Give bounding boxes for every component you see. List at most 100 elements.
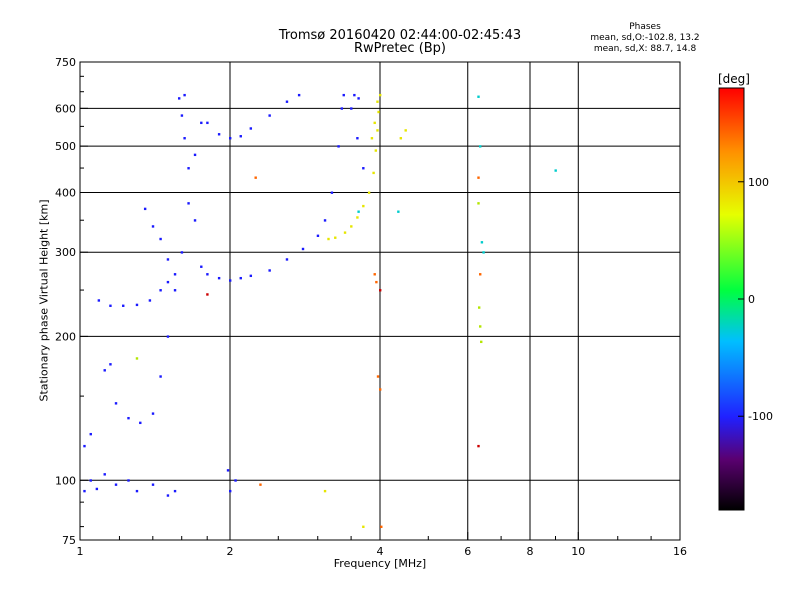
phase-stats-x: mean, sd,X: 88.7, 14.8 [593,44,697,54]
phase-header: Phases [629,22,661,32]
data-point [480,340,483,344]
data-point [477,444,480,448]
data-point [135,489,139,493]
data-point [239,135,242,138]
data-point [376,129,379,132]
data-point [397,210,400,213]
data-point [334,236,337,239]
x-tick-label: 2 [227,545,234,558]
data-point [343,231,347,234]
data-point [479,273,482,276]
data-point [268,114,271,117]
data-point [377,110,380,114]
data-point [342,93,345,97]
y-tick-label: 75 [62,534,76,547]
phase-stats-o: mean, sd,O:-102.8, 13.2 [590,33,700,43]
x-axis-label: Frequency [MHz] [333,557,427,570]
data-point [200,265,203,268]
data-point [159,375,162,378]
data-point [193,153,197,157]
data-point [268,269,271,272]
x-tick-label: 6 [464,545,471,558]
grid-lines [80,62,680,540]
data-point [259,483,262,486]
data-point [249,127,253,130]
data-point [183,137,186,140]
data-point [372,171,375,175]
data-point [254,176,257,179]
data-point [357,210,360,213]
data-point [166,335,170,338]
data-point [193,219,197,222]
data-point [379,388,382,391]
data-point [217,276,221,280]
data-point [187,167,190,170]
data-point [103,369,106,372]
y-tick-label: 200 [55,330,76,343]
data-point [166,258,170,261]
data-point [350,107,353,110]
data-point [330,191,334,194]
data-point [373,121,376,125]
x-tick-label: 10 [571,545,585,558]
data-point [83,489,86,493]
data-point [353,93,356,97]
data-point [173,273,177,276]
axis-ticks [79,61,681,541]
data-point [187,202,190,205]
data-point [374,149,378,152]
data-point [482,251,485,254]
x-tick-label: 8 [527,545,534,558]
data-point [151,483,155,486]
data-point [135,303,139,307]
data-point [239,276,242,280]
colorbar-tick-label: -100 [748,410,773,423]
data-point [206,121,209,125]
x-tick-label: 1 [77,545,84,558]
data-point [148,299,152,302]
data-point [376,375,380,378]
data-point [109,304,112,307]
data-point [89,479,92,482]
data-point [103,473,106,476]
data-point [356,216,359,219]
data-point [297,93,301,97]
colorbar-tick-label: 0 [748,293,755,306]
data-point [226,469,230,472]
data-point [380,525,383,529]
data-point [127,479,130,482]
data-point [316,234,320,237]
tick-labels: 1 2 4 6 8 10 16 75 100 200 300 400 500 600 750 [55,56,687,558]
colorbar-ticks: 100 0 -100 [738,176,773,423]
data-point [180,114,184,117]
data-point [554,169,557,172]
data-point [323,489,327,493]
data-point [399,137,403,140]
data-point [229,489,232,493]
data-point [379,289,382,292]
y-tick-label: 600 [55,102,76,115]
data-point [114,402,118,405]
data-point [337,145,340,148]
data-point [362,204,365,208]
data-point [229,279,232,282]
data-point [234,479,237,482]
data-point [362,167,365,170]
data-point [166,494,170,497]
data-point [206,293,209,296]
x-tick-label: 4 [377,545,384,558]
data-point [376,100,379,103]
data-point [404,129,407,132]
data-point [323,219,327,222]
data-point [89,432,92,436]
data-point [159,237,162,241]
data-point [367,191,371,194]
data-point [477,176,480,179]
data-points [83,93,557,529]
data-point [206,273,209,276]
y-tick-label: 100 [55,474,76,487]
data-point [109,363,112,366]
chart-subtitle: RwPretec (Bp) [353,41,447,56]
data-point [370,137,374,140]
